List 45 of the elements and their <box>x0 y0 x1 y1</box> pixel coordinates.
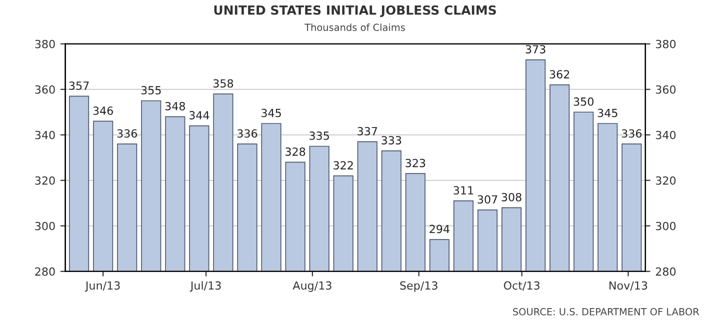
y-tick-label: 340 <box>35 130 55 140</box>
data-label: 336 <box>237 129 258 138</box>
data-label: 308 <box>502 192 522 202</box>
data-label: 358 <box>213 79 234 88</box>
data-label: 337 <box>358 126 378 136</box>
y2-tick-label: 340 <box>656 130 676 140</box>
data-label: 355 <box>141 86 161 94</box>
y-tick-label: 380 <box>35 40 55 48</box>
data-label: 345 <box>262 108 281 118</box>
x-tick-label: Jul/13 <box>190 281 221 292</box>
data-label: 348 <box>165 102 185 110</box>
y2-tick-label: 280 <box>656 267 676 276</box>
data-label: 350 <box>574 97 594 106</box>
chart-title: UNITED STATES INITIAL JOBLESS CLAIMS <box>214 5 496 18</box>
data-label: 322 <box>334 161 353 170</box>
data-label: 373 <box>526 45 546 54</box>
x-tick-label: Jun/13 <box>84 281 120 292</box>
data-label: 294 <box>430 224 450 234</box>
x-tick-label: Aug/13 <box>292 281 332 292</box>
data-label: 362 <box>550 70 570 79</box>
y-tick-label: 300 <box>35 222 55 230</box>
chart-subtitle: Thousands of Claims <box>304 23 405 32</box>
data-label: 311 <box>454 186 474 195</box>
y-tick-label: 320 <box>35 176 55 185</box>
y2-tick-label: 300 <box>656 222 676 230</box>
data-label: 345 <box>598 108 618 118</box>
data-label: 346 <box>93 106 113 115</box>
y2-tick-label: 320 <box>656 176 676 185</box>
data-label: 323 <box>406 158 426 168</box>
data-label: 333 <box>382 136 402 144</box>
y2-tick-label: 360 <box>656 85 676 94</box>
data-label: 307 <box>478 195 498 204</box>
x-tick-label: Sep/13 <box>400 281 438 292</box>
x-tick-label: Oct/13 <box>504 281 540 291</box>
y-tick-label: 280 <box>35 267 55 276</box>
data-label: 336 <box>622 129 642 138</box>
data-label: 357 <box>69 81 89 90</box>
data-label: 335 <box>310 132 329 140</box>
x-tick-label: Nov/13 <box>610 281 648 291</box>
data-label: 336 <box>117 129 138 138</box>
y-tick-label: 360 <box>35 85 55 94</box>
data-label: 344 <box>189 111 210 120</box>
y2-tick-label: 380 <box>656 40 676 48</box>
source-note: SOURCE: U.S. DEPARTMENT OF LABOR <box>513 308 700 316</box>
data-label: 328 <box>286 147 306 156</box>
